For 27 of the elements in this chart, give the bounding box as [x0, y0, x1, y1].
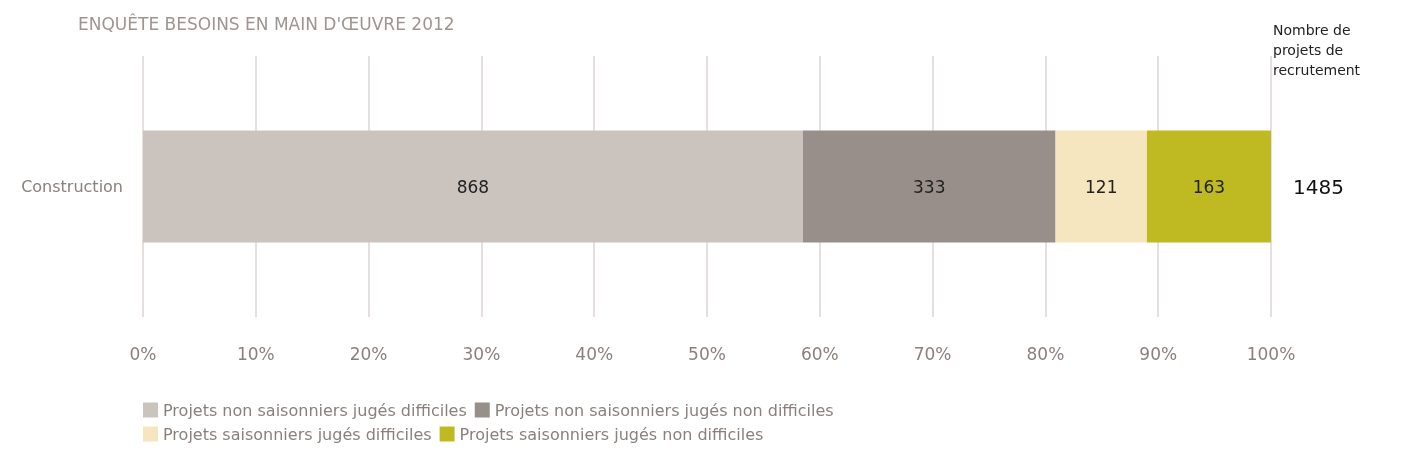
bar: [1146, 130, 1271, 243]
legend-label: Projets saisonniers jugés difficiles: [163, 424, 432, 444]
x-tick-label: 0%: [129, 343, 157, 364]
x-tick-label: 20%: [349, 343, 388, 364]
chart-title: ENQUÊTE BESOINS EN MAIN D'ŒUVRE 2012: [78, 12, 455, 34]
annotation: 121: [1085, 176, 1118, 197]
x-tick-label: 10%: [236, 343, 275, 364]
bar: [1055, 130, 1147, 243]
text: Nombre de projets de recrutement: [1273, 22, 1361, 78]
bar: [143, 130, 803, 243]
y-tick-label: Construction: [21, 177, 123, 196]
legend-label: Projets non saisonniers jugés difficiles: [163, 400, 467, 420]
bar: [802, 130, 1056, 243]
x-tick-label: 70%: [913, 343, 952, 364]
x-tick-label: 30%: [462, 343, 501, 364]
annotation: 868: [456, 176, 490, 197]
x-tick-label: 100%: [1246, 343, 1296, 364]
text: 1485: [1293, 174, 1344, 199]
legend-label: Projets saisonniers jugés non difficiles: [459, 424, 764, 444]
x-tick-label: 90%: [1139, 343, 1178, 364]
x-tick-label: 60%: [800, 343, 839, 364]
x-tick-label: 50%: [688, 343, 726, 364]
x-tick-label: 80%: [1026, 343, 1065, 364]
x-tick-label: 40%: [575, 343, 614, 364]
annotation: 163: [1192, 176, 1226, 197]
annotation: 333: [912, 176, 946, 197]
legend-label: Projets non saisonniers jugés non difficiles: [494, 400, 834, 420]
